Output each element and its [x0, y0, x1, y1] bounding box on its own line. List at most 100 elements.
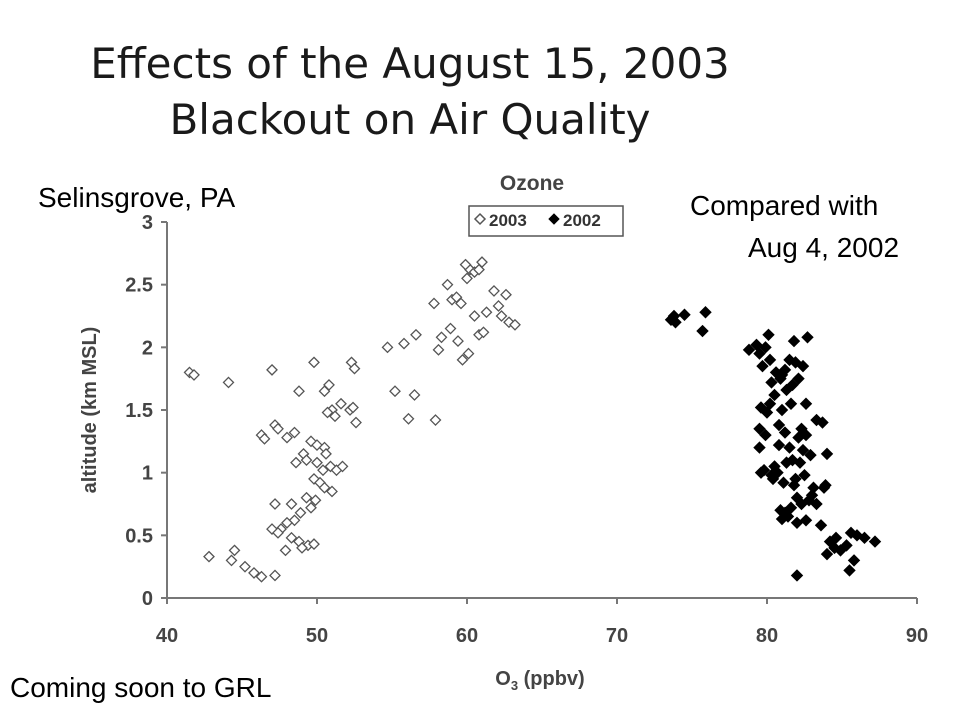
data-point-2003 [462, 347, 475, 360]
y-tick-label: 2 [142, 337, 153, 359]
data-point-2002 [783, 353, 796, 367]
data-point-2003 [248, 567, 260, 579]
data-point-2002 [840, 539, 853, 552]
y-tick-label: 3 [142, 212, 153, 234]
data-point-2003 [336, 460, 349, 473]
legend-label-2003: 2003 [489, 211, 527, 230]
data-point-2003 [272, 526, 284, 539]
data-point-2002 [765, 376, 778, 389]
data-point-2003 [495, 310, 508, 322]
data-point-2002 [858, 531, 871, 545]
data-point-2003 [468, 310, 481, 322]
data-point-2002 [775, 368, 789, 382]
data-point-2003 [503, 316, 515, 329]
y-tick-label: 1 [142, 463, 153, 485]
data-point-2003 [290, 456, 302, 469]
y-tick-label: 1.5 [125, 400, 153, 422]
data-point-2003 [279, 544, 292, 557]
data-point-2003 [428, 297, 440, 310]
data-point-2003 [311, 456, 323, 469]
chart-legend: 2003 2002 [468, 205, 624, 237]
data-point-2002 [799, 397, 813, 410]
x-tick-label: 50 [306, 625, 328, 647]
x-tick-label: 90 [906, 625, 928, 647]
data-point-2002 [799, 514, 813, 527]
x-axis-label: O3 (ppbv) [495, 668, 584, 693]
data-point-2003 [305, 501, 317, 514]
data-point-2003 [432, 343, 445, 356]
data-point-2003 [225, 554, 238, 567]
data-point-2003 [326, 485, 338, 498]
data-point-2003 [350, 416, 362, 429]
x-axis-ticks: 40 50 60 70 80 90 [156, 598, 928, 647]
data-point-2002 [753, 347, 766, 360]
data-point-2003 [329, 410, 341, 423]
data-point-2002 [753, 422, 766, 436]
data-point-2003 [320, 447, 332, 460]
data-point-2002 [756, 359, 769, 373]
data-point-2003 [477, 326, 490, 339]
data-point-2002 [678, 308, 691, 321]
data-point-2003 [389, 385, 401, 398]
data-point-2003 [461, 272, 473, 285]
data-point-2002 [760, 406, 774, 419]
data-point-2002 [768, 388, 781, 402]
y-tick-label: 0.5 [125, 525, 153, 547]
data-point-2002 [754, 466, 768, 479]
data-point-2002 [804, 448, 817, 462]
data-point-2003 [317, 464, 329, 477]
y-tick-label: 0 [142, 588, 153, 610]
data-point-2003 [488, 285, 500, 297]
data-point-2002 [868, 535, 882, 548]
data-point-2002 [847, 554, 861, 567]
data-point-2002 [777, 476, 790, 489]
data-point-2002 [775, 512, 789, 526]
data-point-2002 [799, 428, 813, 442]
data-point-2003 [408, 389, 421, 401]
data-point-2002 [843, 564, 856, 577]
data-point-2002 [796, 443, 810, 457]
data-point-2002 [801, 331, 814, 344]
data-point-2003 [318, 481, 331, 494]
slide-title-line2: Blackout on Air Quality [169, 95, 651, 144]
x-tick-label: 70 [606, 625, 628, 647]
data-point-2002 [805, 489, 819, 502]
x-tick-label: 60 [456, 625, 478, 647]
data-point-2002 [792, 372, 805, 385]
data-point-2003 [285, 498, 298, 510]
data-point-2002 [820, 547, 834, 561]
data-point-2002 [775, 403, 789, 417]
data-point-2003 [309, 494, 322, 507]
slide-title-line1: Effects of the August 15, 2003 [90, 39, 730, 88]
data-point-2002 [817, 481, 831, 494]
data-point-2002 [699, 306, 712, 319]
data-point-2003 [308, 538, 320, 551]
data-point-2002 [759, 341, 772, 354]
slide-title: Effects of the August 15, 2003 Blackout … [0, 36, 820, 148]
data-point-2002 [786, 378, 799, 392]
data-point-2003 [269, 498, 281, 510]
x-tick-label: 40 [156, 625, 178, 647]
data-point-2003 [429, 414, 442, 426]
data-point-2003 [294, 506, 307, 519]
legend-label-2002: 2002 [563, 211, 601, 230]
data-point-2003 [480, 306, 493, 319]
comparison-label-line1: Compared with [690, 190, 879, 221]
data-point-2003 [402, 412, 415, 425]
data-point-2003 [228, 544, 241, 557]
data-point-2003 [255, 570, 268, 583]
data-point-2003 [476, 256, 488, 269]
data-point-2002 [810, 497, 823, 511]
data-point-2003 [444, 322, 457, 335]
data-point-2003 [281, 516, 293, 529]
data-point-2002 [696, 324, 709, 338]
data-point-2003 [296, 541, 308, 554]
data-point-2002 [816, 416, 829, 429]
data-point-2002 [787, 478, 801, 492]
legend-marker-2003 [473, 212, 487, 226]
x-axis-label-subscript: 3 [511, 678, 518, 693]
data-point-2002 [820, 447, 834, 461]
series-2003 [183, 256, 521, 583]
data-point-2003 [459, 258, 472, 271]
data-point-2003 [188, 368, 200, 381]
